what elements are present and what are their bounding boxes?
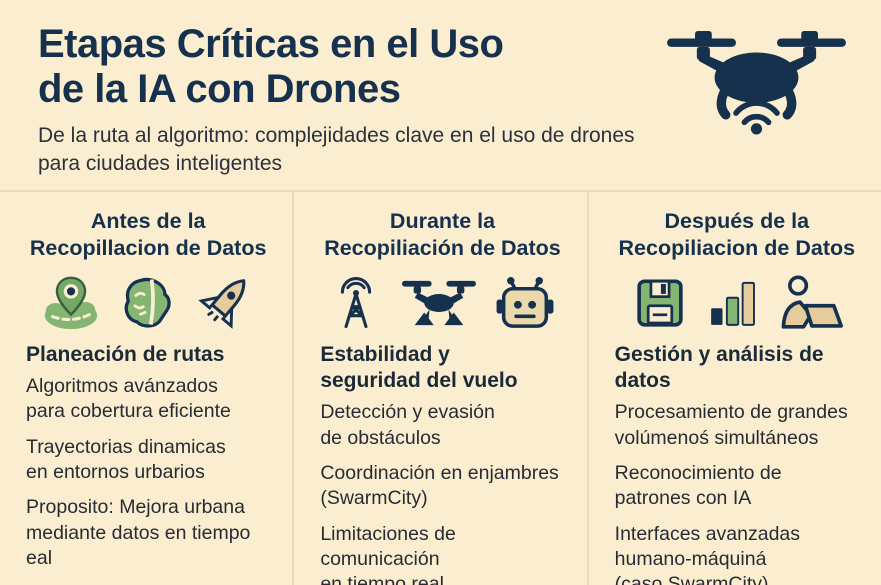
column-durante-header: Durante la Recopiliación de Datos: [324, 209, 561, 260]
header: Etapas Críticas en el Uso de la IA con D…: [0, 0, 881, 190]
column-antes-item: Algoritmos avánzados para cobertura efic…: [26, 375, 231, 423]
person-laptop-icon: [777, 273, 843, 333]
page-title: Etapas Críticas en el Uso de la IA con D…: [38, 22, 504, 112]
bar-chart-icon: [705, 275, 761, 331]
column-despues-subtitle: Gestión y análisis de datos: [614, 342, 824, 392]
stages-columns: Antes de la Recopillacion de Datos: [0, 190, 881, 585]
floppy-disk-icon: [631, 274, 689, 332]
drone-wifi-icon: [654, 22, 859, 137]
brain-icon: [118, 273, 178, 333]
column-durante-subtitle: Estabilidad y seguridad del vuelo: [320, 342, 518, 392]
column-antes-subtitle: Planeación de rutas: [26, 342, 225, 366]
rocket-icon: [194, 272, 256, 334]
map-pin-blob-icon: [40, 272, 102, 334]
column-antes-item: Proposito: Mejora urbana mediante datos …: [26, 496, 251, 570]
column-despues-item: Reconocimiento de patrones con IA: [614, 461, 782, 510]
column-antes-icons: [26, 270, 270, 336]
column-durante-item: Limitaciones de comunicación en tiempo r…: [320, 522, 456, 585]
column-durante-item: Coordinación en enjambres (SwarmCity): [320, 461, 559, 510]
column-antes-item: Trayectorias dinamicas en entornos urbar…: [26, 435, 226, 484]
column-despues-item: Procesamiento de grandes volúmenoś simul…: [614, 401, 848, 449]
antenna-icon: [327, 274, 385, 332]
column-durante: Durante la Recopiliación de Datos: [292, 192, 586, 585]
column-durante-item: Detección y evasión de obstáculos: [320, 401, 495, 449]
column-antes: Antes de la Recopillacion de Datos: [0, 192, 292, 585]
column-despues-item: Interfaces avanzadas humano-máquiná (cas…: [614, 522, 801, 585]
column-despues: Después de la Recopiliacion de Datos: [586, 192, 881, 585]
column-despues-icons: [615, 270, 859, 336]
drone-icon: [401, 277, 477, 329]
robot-icon: [493, 274, 557, 332]
column-durante-icons: [320, 270, 564, 336]
page-subtitle: De la ruta al algoritmo: complejidades c…: [38, 124, 635, 175]
column-despues-header: Después de la Recopiliacion de Datos: [618, 209, 856, 260]
column-antes-header: Antes de la Recopillacion de Datos: [29, 209, 267, 260]
